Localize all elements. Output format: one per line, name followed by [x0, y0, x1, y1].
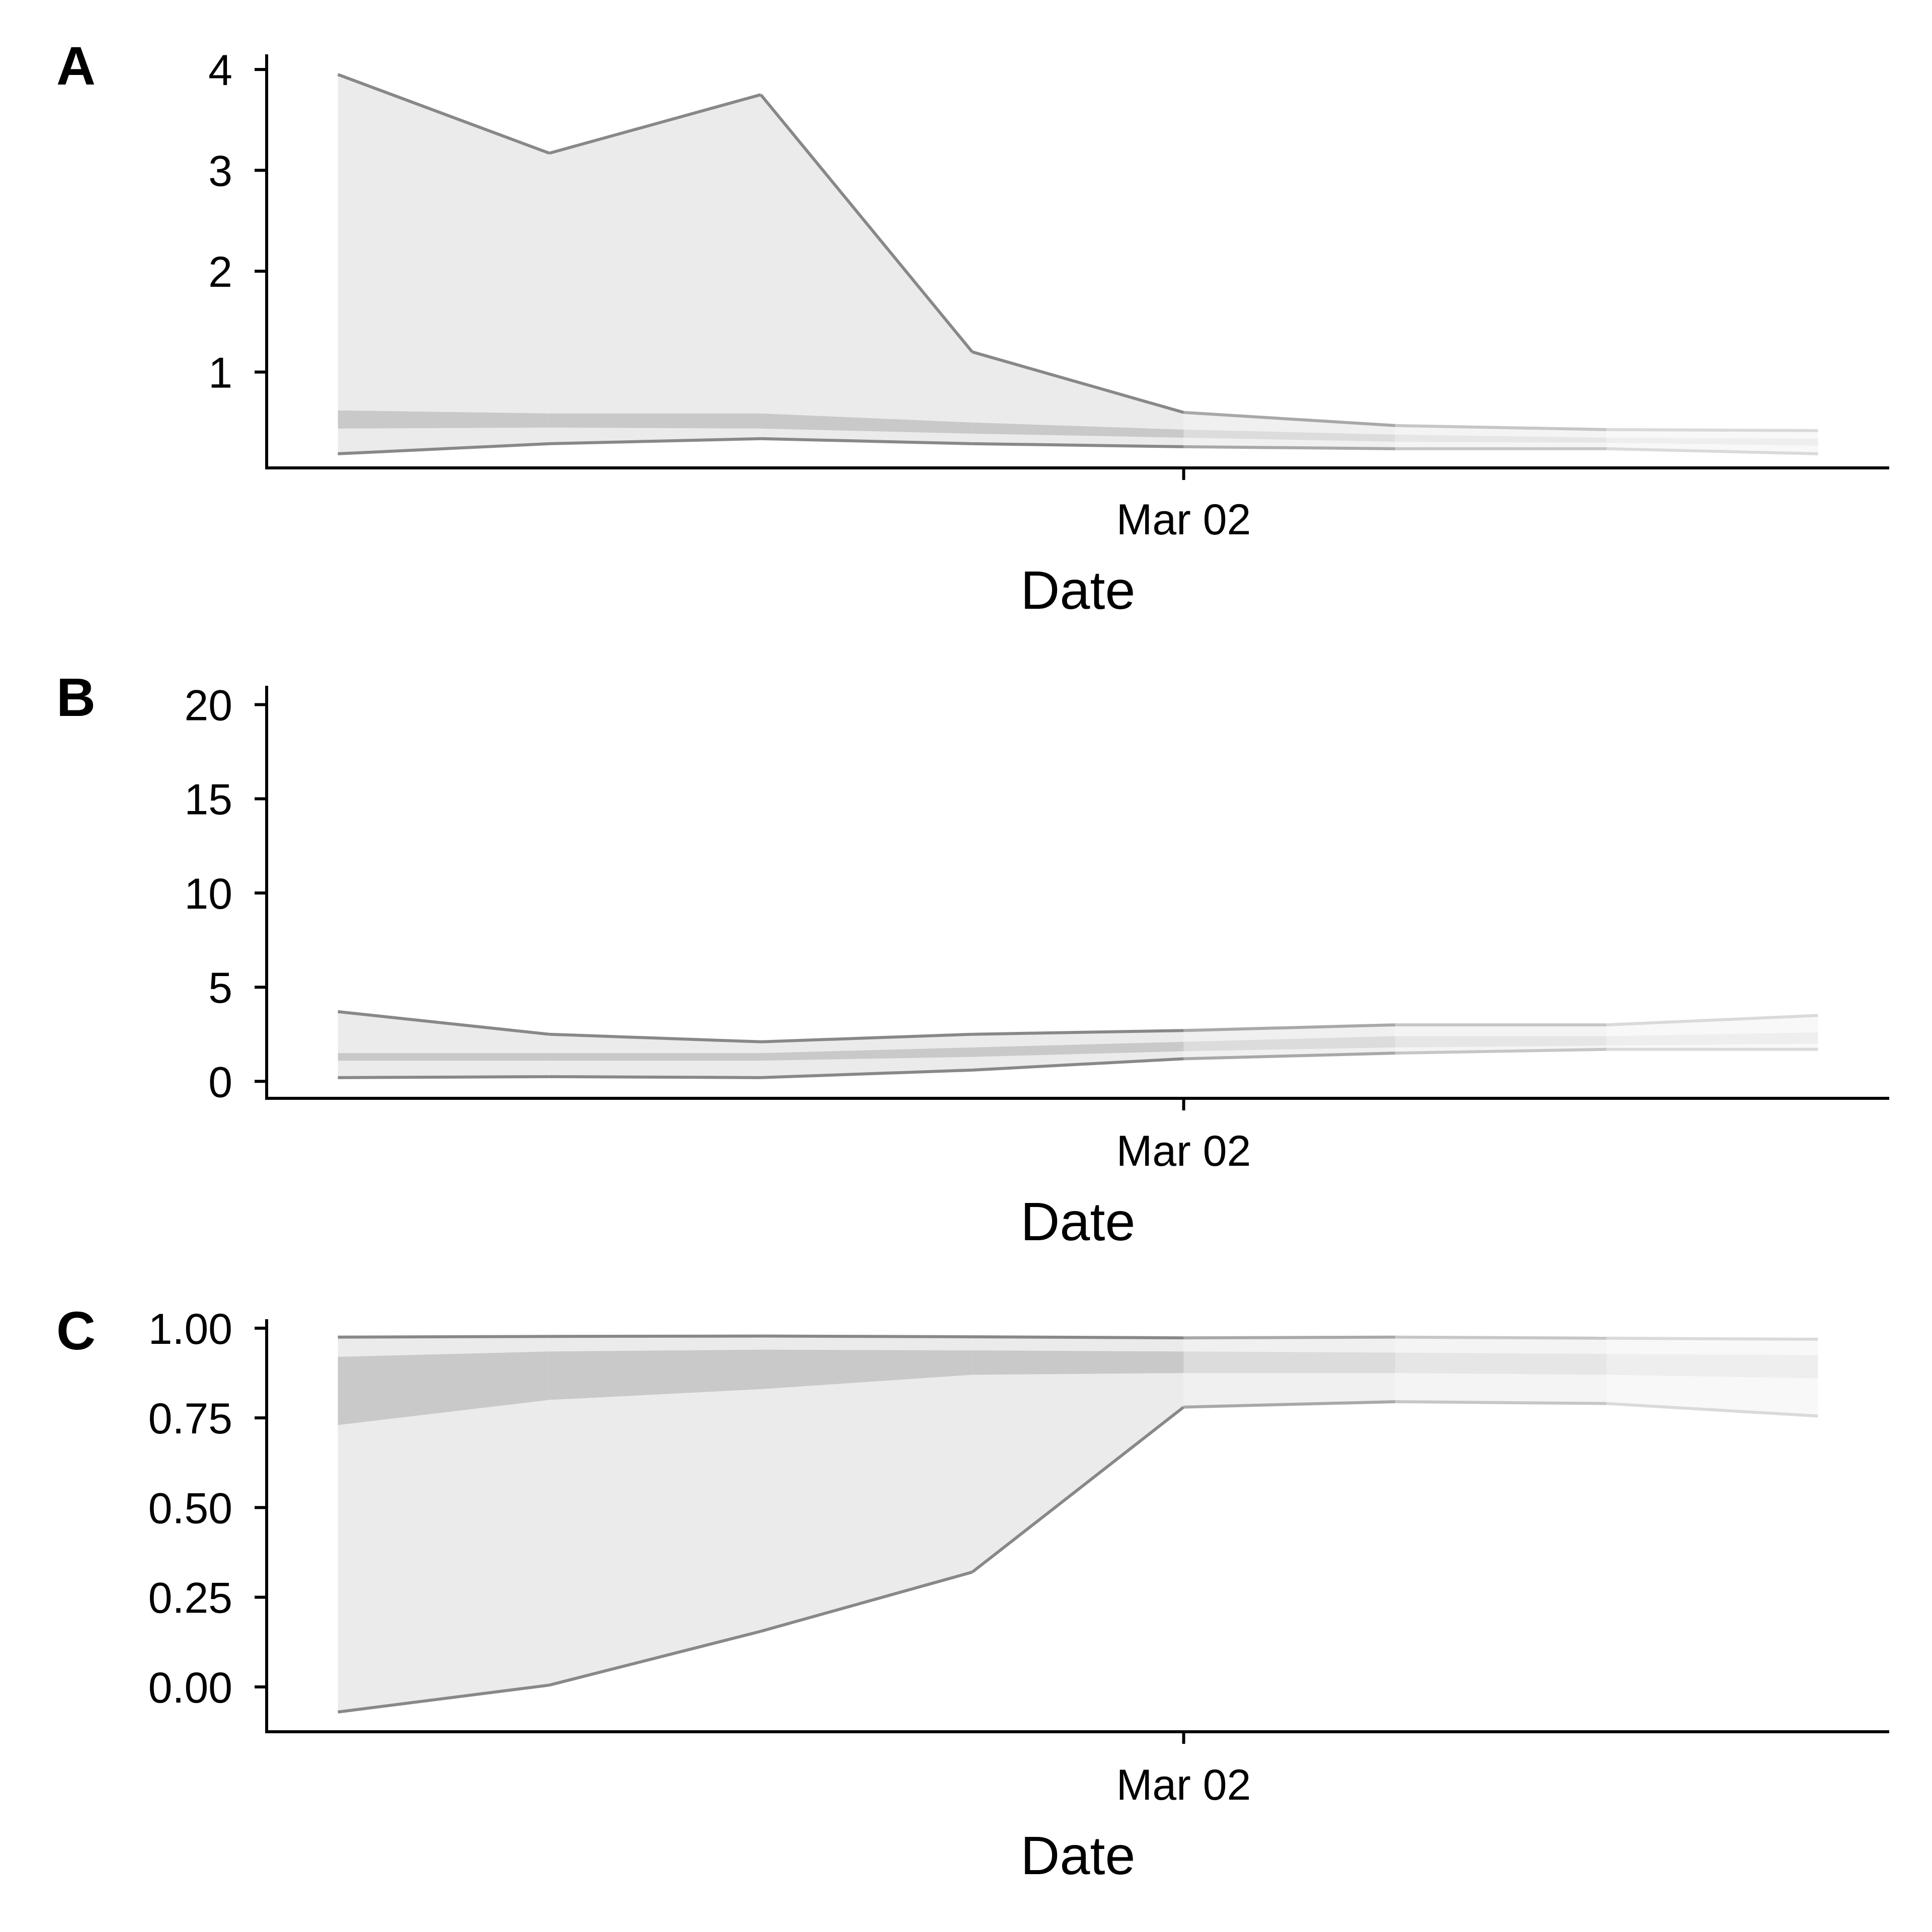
upper-bound-line: [1606, 1336, 1818, 1341]
panel-b: 0 5 10 15 20 Mar 02 Date B: [56, 667, 1889, 1252]
y-tick-label: 4: [208, 46, 232, 95]
lower-bound-line: [338, 1683, 550, 1714]
panel-c: 0.00 0.25 0.50 0.75 1.00 Mar 02 Date C: [56, 1300, 1889, 1886]
lower-bound-line: [338, 1075, 549, 1079]
inner-interval-segment: [1183, 1351, 1395, 1373]
y-tick-label: 2: [208, 248, 232, 296]
lower-bound-line: [972, 1057, 1184, 1072]
y-tick-label: 10: [184, 870, 232, 918]
y-tick-label: 3: [208, 147, 232, 196]
lower-bound-line: [1183, 445, 1395, 450]
inner-interval-segment: [972, 422, 1184, 438]
x-tick-label: Mar 02: [1116, 496, 1251, 544]
upper-bound-line: [972, 1335, 1184, 1340]
lower-bound-line: [549, 437, 761, 445]
outer-interval-segment: [338, 1336, 549, 1712]
upper-bound-line: [338, 1010, 550, 1036]
inner-interval-segment: [338, 1053, 549, 1061]
inner-interval-segment: [761, 1349, 973, 1390]
lower-bound-line: [1395, 1048, 1607, 1055]
inner-interval-segment: [1183, 1036, 1395, 1052]
inner-interval-segment: [761, 413, 973, 434]
upper-bound-line: [1395, 1335, 1607, 1340]
upper-bound-line: [1183, 1335, 1395, 1340]
inner-interval-segment: [549, 1349, 761, 1400]
upper-bound-line: [1606, 1014, 1818, 1026]
x-tick-label: Mar 02: [1116, 1127, 1251, 1175]
outer-interval-segment: [338, 74, 549, 454]
y-tick-label: 1.00: [148, 1305, 232, 1353]
panel-letter: B: [56, 667, 96, 728]
outer-interval-segment: [972, 1336, 1184, 1572]
y-tick-label: 0.25: [148, 1574, 232, 1623]
inner-interval-segment: [1395, 1352, 1607, 1375]
lower-bound-line: [761, 437, 973, 445]
inner-interval-segment: [761, 1047, 973, 1061]
x-axis-title: Date: [1020, 559, 1135, 620]
y-tick-label: 5: [208, 964, 232, 1012]
y-tick-label: 0.75: [148, 1395, 232, 1443]
y-tick-label: 0.00: [148, 1664, 232, 1712]
upper-bound-line: [1606, 428, 1818, 432]
upper-bound-line: [1183, 411, 1396, 427]
inner-interval-segment: [1395, 1036, 1607, 1048]
lower-bound-line: [549, 1630, 761, 1687]
upper-bound-line: [549, 1032, 761, 1043]
lower-bound-line: [971, 1406, 1185, 1574]
x-tick-label: Mar 02: [1116, 1761, 1251, 1809]
lower-bound-line: [1606, 1402, 1818, 1418]
outer-interval-segment: [761, 95, 973, 444]
outer-interval-segment: [549, 1336, 761, 1685]
lower-bound-line: [972, 442, 1184, 448]
inner-interval-segment: [338, 410, 549, 429]
lower-bound-line: [760, 1068, 973, 1079]
x-axis-title: Date: [1020, 1191, 1135, 1252]
outer-interval-segment: [761, 1336, 973, 1632]
inner-interval-segment: [972, 1041, 1184, 1057]
upper-bound-line: [549, 1334, 761, 1338]
lower-bound-line: [338, 442, 549, 455]
outer-interval-segment: [338, 1011, 549, 1078]
upper-bound-line: [1183, 1023, 1395, 1032]
lower-bound-line: [1183, 1400, 1395, 1409]
y-tick-label: 20: [184, 681, 232, 730]
panel-letter: C: [56, 1300, 96, 1361]
lower-bound-line: [1395, 1400, 1607, 1405]
outer-interval-segment: [549, 95, 761, 444]
lower-bound-line: [1183, 1052, 1395, 1061]
x-axis-title: Date: [1020, 1825, 1135, 1886]
inner-interval-segment: [1395, 434, 1607, 443]
inner-interval-segment: [549, 413, 761, 429]
panel-letter: A: [56, 35, 96, 96]
inner-interval-segment: [338, 1351, 549, 1425]
y-tick-label: 15: [184, 776, 232, 824]
y-tick-label: 0.50: [148, 1484, 232, 1533]
upper-bound-line: [972, 350, 1184, 414]
inner-interval-segment: [1606, 1354, 1818, 1379]
inner-interval-segment: [972, 1350, 1184, 1375]
inner-interval-segment: [549, 1053, 761, 1061]
lower-bound-line: [1606, 447, 1818, 455]
upper-bound-line: [972, 1029, 1184, 1036]
upper-bound-line: [759, 94, 974, 353]
inner-interval-segment: [1606, 1032, 1818, 1046]
outer-interval-segment: [972, 352, 1184, 447]
y-tick-label: 1: [208, 349, 232, 397]
lower-bound-line: [760, 1570, 973, 1633]
y-tick-label: 0: [208, 1058, 232, 1106]
panel-a: 1 2 3 4 Mar 02 Date A: [56, 35, 1889, 620]
upper-bound-line: [761, 1334, 973, 1338]
upper-bound-line: [338, 1335, 549, 1339]
lower-bound-line: [549, 1075, 761, 1079]
inner-interval-segment: [1606, 437, 1818, 446]
inner-interval-segment: [1183, 429, 1395, 442]
upper-bound-line: [549, 93, 761, 155]
upper-bound-line: [760, 1032, 973, 1043]
upper-bound-line: [1395, 424, 1607, 431]
upper-bound-line: [337, 73, 550, 155]
